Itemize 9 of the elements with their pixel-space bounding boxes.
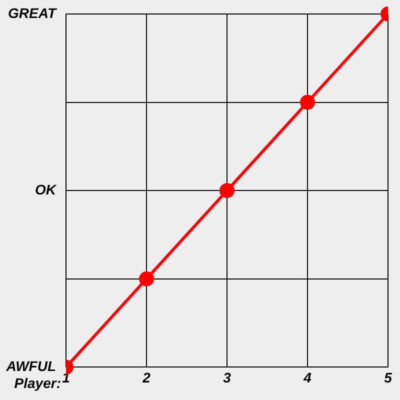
point <box>220 183 234 198</box>
text: GREAT <box>8 4 58 21</box>
x-tick-label: 5 <box>384 369 392 386</box>
x-tick-label: 2 <box>142 369 151 386</box>
x-tick-label: 3 <box>223 369 232 386</box>
text: OK <box>35 181 57 198</box>
text: AWFUL <box>5 358 56 374</box>
x-tick-label: 4 <box>302 369 312 386</box>
x-axis-title: Player: <box>14 375 61 392</box>
